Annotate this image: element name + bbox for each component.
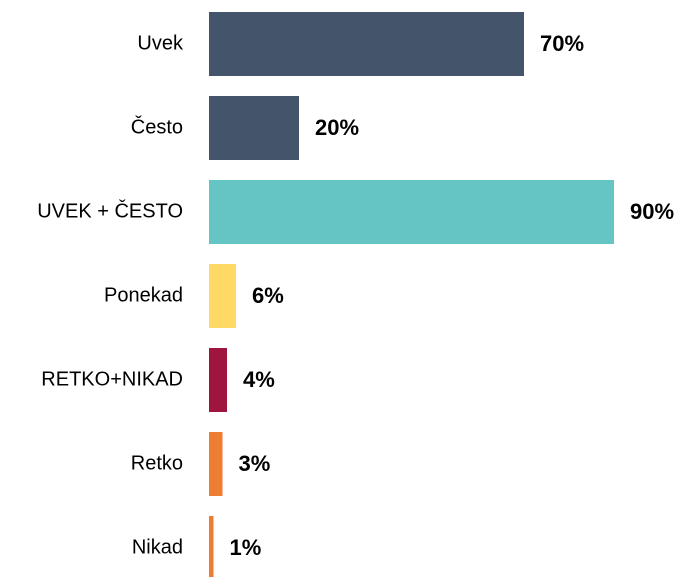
value-label: 4% [243,367,275,392]
bar [209,96,299,160]
value-label: 3% [239,451,271,476]
bar [209,516,214,577]
value-label: 70% [540,31,584,56]
category-label: RETKO+NIKAD [41,368,183,390]
category-label: Retko [131,452,183,474]
value-label: 6% [252,283,284,308]
value-label: 20% [315,115,359,140]
value-label: 1% [230,535,262,560]
bar [209,432,223,496]
bar [209,264,236,328]
bar [209,348,227,412]
value-label: 90% [630,199,674,224]
category-label: UVEK + ČESTO [37,199,183,222]
category-label: Često [131,115,183,138]
bar [209,180,614,244]
category-label: Nikad [132,536,183,558]
bar [209,12,524,76]
category-label: Uvek [137,32,184,54]
category-label: Ponekad [104,284,183,306]
